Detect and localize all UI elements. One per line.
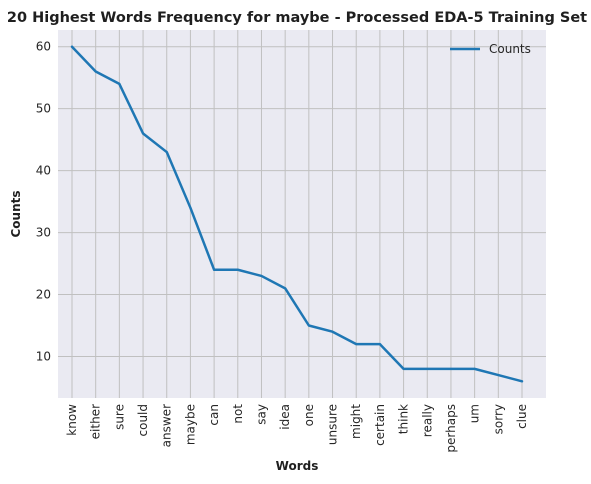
chart-title: 20 Highest Words Frequency for maybe - P… bbox=[7, 10, 587, 26]
series-layer bbox=[70, 45, 524, 383]
y-tick-labels: 10 20 30 40 50 60 bbox=[36, 40, 51, 364]
y-tick-label: 10 bbox=[36, 349, 51, 363]
x-tick-label: maybe bbox=[183, 404, 197, 445]
x-tick-label: um bbox=[468, 404, 482, 423]
y-tick-label: 40 bbox=[36, 164, 51, 178]
x-tick-labels: know either sure could answer maybe can not say i… bbox=[65, 404, 529, 453]
x-tick-label: can bbox=[207, 404, 221, 426]
y-tick-label: 50 bbox=[36, 102, 51, 116]
x-tick-label: sorry bbox=[491, 404, 505, 434]
y-tick-label: 30 bbox=[36, 226, 51, 240]
y-gridlines bbox=[58, 46, 546, 357]
x-tick-label: know bbox=[65, 404, 79, 436]
y-tick-label: 60 bbox=[36, 40, 51, 54]
y-tick-label: 20 bbox=[36, 288, 51, 302]
x-tick-label: sure bbox=[112, 404, 126, 430]
x-axis-label: Words bbox=[276, 459, 319, 473]
x-tick-label: unsure bbox=[326, 404, 340, 445]
legend: Counts bbox=[450, 42, 531, 56]
x-tick-label: answer bbox=[160, 404, 174, 447]
x-tick-label: either bbox=[89, 404, 103, 439]
y-axis-label: Counts bbox=[9, 190, 23, 237]
x-tick-label: idea bbox=[278, 404, 292, 430]
x-tick-label: clue bbox=[515, 404, 529, 429]
x-tick-label: perhaps bbox=[444, 404, 458, 453]
x-tick-label: certain bbox=[373, 404, 387, 446]
x-tick-label: one bbox=[302, 404, 316, 426]
x-tick-label: not bbox=[231, 404, 245, 424]
series-line-counts bbox=[70, 45, 524, 383]
x-tick-label: really bbox=[420, 404, 434, 437]
plot-area bbox=[58, 30, 546, 398]
x-gridlines bbox=[71, 30, 523, 398]
x-tick-label: say bbox=[254, 404, 268, 425]
x-tick-label: could bbox=[136, 404, 150, 437]
legend-label-counts: Counts bbox=[489, 42, 531, 56]
x-tick-label: think bbox=[397, 404, 411, 434]
x-tick-label: might bbox=[349, 404, 363, 439]
